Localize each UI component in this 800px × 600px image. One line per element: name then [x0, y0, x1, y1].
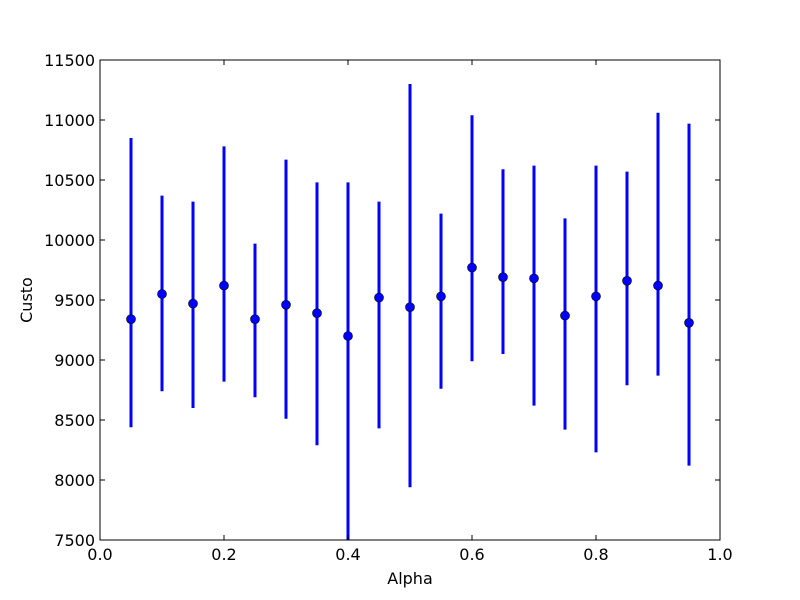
data-point	[591, 291, 601, 302]
data-point	[560, 310, 570, 321]
x-tick-label: 0.0	[87, 545, 112, 564]
data-point	[405, 302, 415, 313]
x-tick-label: 0.4	[335, 545, 360, 564]
data-point	[436, 291, 446, 302]
data-point	[374, 292, 384, 303]
y-tick-label: 9500	[54, 291, 95, 310]
data-point	[126, 314, 136, 325]
data-point	[219, 280, 229, 291]
y-tick-label: 11000	[44, 111, 95, 130]
y-tick-label: 10500	[44, 171, 95, 190]
data-point	[622, 275, 632, 286]
data-point	[188, 298, 198, 309]
y-tick-label: 8500	[54, 411, 95, 430]
y-tick-label: 8000	[54, 471, 95, 490]
y-tick-label: 9000	[54, 351, 95, 370]
data-marks	[126, 84, 694, 540]
data-point	[498, 272, 508, 283]
y-axis-label: Custo	[17, 277, 36, 323]
data-point	[653, 280, 663, 291]
data-point	[250, 314, 260, 325]
x-axis-label: Alpha	[387, 569, 433, 588]
data-point	[157, 289, 167, 299]
data-point	[467, 262, 477, 273]
x-tick-label: 0.2	[211, 545, 236, 564]
y-tick-label: 7500	[54, 531, 95, 550]
y-tick-label: 10000	[44, 231, 95, 250]
x-tick-label: 0.6	[459, 545, 484, 564]
x-tick-label: 0.8	[583, 545, 608, 564]
x-tick-label: 1.0	[707, 545, 732, 564]
y-axis-ticks: 7500 8000 8500 9000 9500 10000 10500 11000 11500	[44, 51, 720, 550]
data-point	[281, 299, 291, 310]
data-point	[684, 317, 694, 328]
x-axis-ticks: 0.0 0.2 0.4 0.6 0.8 1.0	[87, 60, 733, 564]
data-point	[343, 331, 353, 341]
y-tick-label: 11500	[44, 51, 95, 70]
data-point	[529, 273, 539, 284]
data-point	[312, 308, 322, 319]
